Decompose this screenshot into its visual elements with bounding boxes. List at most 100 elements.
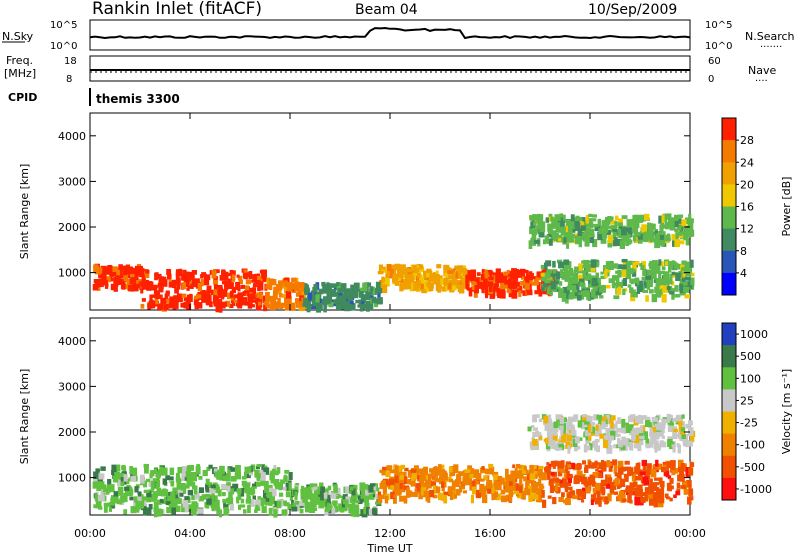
echo-cell: [162, 467, 168, 476]
echo-cell: [606, 445, 613, 454]
echo-cell: [592, 462, 597, 468]
echo-cell: [256, 464, 262, 467]
echo-cell: [591, 289, 597, 298]
echo-cell: [204, 274, 211, 280]
echo-cell: [407, 270, 413, 275]
echo-cell: [487, 487, 492, 494]
echo-cell: [603, 439, 608, 449]
echo-cell: [240, 498, 245, 504]
echo-cell: [312, 286, 318, 291]
echo-cell: [184, 484, 190, 489]
colorbar-tick-label: 28: [740, 134, 754, 147]
x-tick-label: 12:00: [374, 527, 406, 540]
echo-cell: [571, 286, 578, 294]
echo-cell: [667, 438, 673, 448]
echo-cell: [605, 483, 611, 489]
echo-cell: [505, 475, 509, 480]
echo-cell: [592, 471, 599, 478]
echo-cell: [545, 437, 549, 445]
echo-cell: [252, 283, 258, 288]
echo-cell: [284, 284, 290, 294]
echo-cell: [246, 492, 251, 497]
echo-cell: [497, 290, 501, 299]
echo-cell: [330, 299, 337, 305]
echo-cell: [644, 492, 649, 502]
echo-cell: [261, 506, 267, 514]
echo-cell: [423, 490, 430, 498]
echo-cell: [506, 283, 511, 293]
echo-cell: [644, 231, 649, 236]
echo-cell: [437, 285, 442, 293]
echo-cell: [544, 423, 548, 431]
echo-cell: [688, 213, 692, 221]
echo-cell: [229, 303, 234, 309]
x-axis: 00:00 04:00 08:00 12:00 16:00 20:00 00:00: [74, 527, 706, 540]
echo-cell: [183, 488, 187, 494]
colorbar-tick-label: 16: [740, 201, 754, 214]
echo-cell: [321, 281, 326, 287]
echo-cell: [605, 216, 609, 226]
echo-cell: [605, 414, 610, 419]
echo-cell: [99, 278, 104, 288]
nave-label: Nave: [748, 64, 776, 77]
echo-cell: [255, 499, 262, 505]
echo-cell: [648, 422, 653, 428]
echo-cell: [623, 473, 628, 478]
echo-cell: [98, 272, 104, 279]
echo-cell: [619, 224, 623, 229]
echo-cell: [667, 233, 671, 238]
echo-cell: [499, 274, 505, 283]
echo-cell: [194, 485, 198, 492]
echo-cell: [305, 504, 311, 513]
echo-cell: [418, 490, 423, 494]
echo-cell: [538, 478, 542, 487]
echo-cell: [120, 481, 125, 487]
echo-cell: [649, 428, 654, 433]
echo-cell: [685, 218, 689, 224]
echo-cell: [336, 282, 342, 292]
colorbar-tick-label: -1000: [740, 483, 772, 496]
echo-cell: [506, 478, 510, 486]
echo-cell: [592, 239, 598, 248]
echo-cell: [661, 441, 667, 448]
echo-cell: [229, 467, 236, 472]
echo-cell: [654, 477, 659, 481]
echo-cell: [625, 437, 630, 444]
echo-cell: [615, 433, 621, 437]
echo-cell: [363, 485, 368, 489]
echo-cell: [544, 466, 549, 474]
colorbar-tick-label: 24: [740, 156, 754, 169]
echo-cell: [550, 216, 554, 222]
echo-cell: [678, 471, 684, 475]
echo-cell: [639, 488, 643, 495]
echo-cell: [331, 507, 336, 514]
echo-cell: [520, 280, 525, 286]
echo-cell: [448, 466, 455, 473]
echo-cell: [268, 278, 274, 286]
echo-cell: [598, 228, 603, 235]
echo-cell: [436, 264, 442, 269]
echo-cell: [586, 294, 590, 301]
echo-cell: [620, 426, 626, 434]
echo-cell: [194, 295, 198, 300]
echo-cell: [558, 290, 563, 298]
echo-cell: [608, 435, 615, 441]
echo-cell: [441, 481, 445, 488]
echo-region: [377, 263, 470, 294]
echo-cell: [531, 228, 538, 235]
echo-cell: [645, 438, 650, 447]
echo-cell: [229, 290, 234, 298]
echo-cell: [433, 494, 438, 499]
echo-cell: [237, 287, 241, 292]
echo-cell: [581, 229, 587, 235]
echo-cell: [566, 219, 572, 226]
echo-cell: [178, 268, 183, 277]
echo-cell: [654, 239, 661, 249]
echo-cell: [441, 464, 445, 472]
echo-cell: [218, 303, 222, 309]
echo-cell: [422, 473, 426, 482]
station-title: Rankin Inlet (fitACF): [92, 0, 262, 19]
echo-cell: [409, 274, 416, 281]
echo-cell: [458, 281, 464, 285]
